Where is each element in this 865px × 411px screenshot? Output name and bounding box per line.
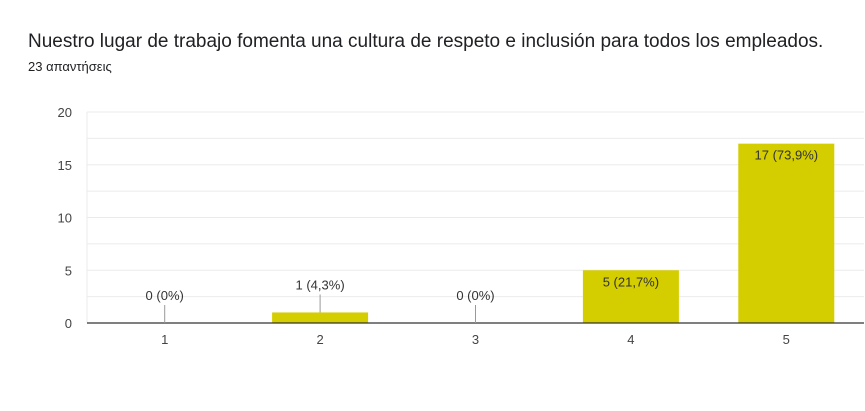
response-count: 23 απαντήσεις	[28, 59, 112, 74]
data-label: 0 (0%)	[146, 288, 184, 303]
x-tick-label: 5	[783, 332, 790, 347]
x-tick-label: 4	[627, 332, 634, 347]
y-tick-label: 0	[65, 316, 72, 331]
bar	[272, 312, 369, 323]
x-tick-label: 1	[161, 332, 168, 347]
bar	[738, 143, 835, 323]
bars	[272, 143, 835, 323]
y-tick-label: 15	[58, 158, 72, 173]
data-label: 17 (73,9%)	[755, 148, 819, 163]
y-axis-ticks: 0 5 10 15 20	[58, 105, 72, 331]
y-tick-label: 5	[65, 263, 72, 278]
bar	[582, 270, 679, 323]
x-tick-label: 2	[316, 332, 323, 347]
chart-title: Nuestro lugar de trabajo fomenta una cul…	[28, 31, 824, 52]
x-tick-label: 3	[472, 332, 479, 347]
data-label: 5 (21,7%)	[603, 274, 659, 289]
data-label: 0 (0%)	[456, 288, 494, 303]
y-tick-label: 10	[58, 211, 72, 226]
data-labels: 0 (0%) 1 (4,3%) 0 (0%) 5 (21,7%) 17 (73,9%)	[146, 148, 819, 323]
y-tick-label: 20	[58, 105, 72, 120]
x-axis-ticks: 1 2 3 4 5	[161, 332, 790, 347]
grid-lines	[86, 111, 864, 323]
data-label: 1 (4,3%)	[296, 277, 345, 292]
